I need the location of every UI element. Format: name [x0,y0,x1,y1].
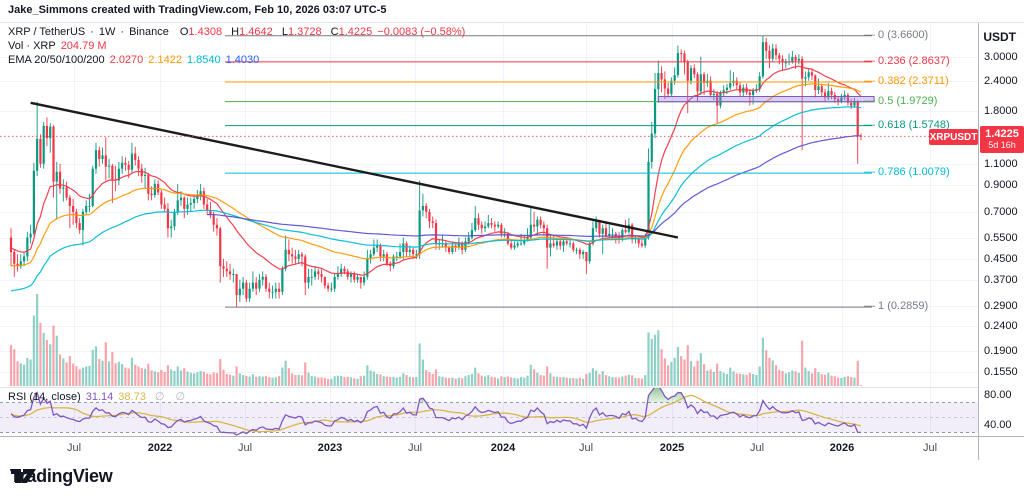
open-value: 1.4308 [188,26,223,38]
price-tick: 1.8000 [984,105,1018,118]
fib-level-label: — 1 (0.2859) [864,300,929,313]
time-tick: 2022 [147,442,173,454]
low-label: L [281,26,288,38]
symbol-badge-text: XRPUSDT [929,131,978,143]
high-label: H [231,26,240,38]
ema20-value: 2.0270 [109,54,144,66]
time-tick: 2025 [659,442,685,454]
tradingview-logo-icon [11,469,36,483]
price-tick: 0.2900 [984,299,1018,312]
price-tick: 1.1000 [984,157,1018,170]
time-tick: Jul [922,442,938,454]
price-tick: 0.9000 [984,179,1018,192]
rsi-ma-value: 38.73 [118,391,146,403]
rsi-tick: 80.00 [984,389,1012,401]
fib-level-label: — 0 (3.6600) [864,28,929,41]
time-tick: 2026 [829,442,855,454]
price-tick: 0.7000 [984,205,1018,218]
ema50-value: 2.1422 [148,54,182,66]
fib-level-label: — 0.5 (1.9729) [864,94,938,107]
fib-level-label: — 0.236 (2.8637) [864,54,950,67]
legend-row-ema[interactable]: EMA 20/50/100/200 2.0270 2.1422 1.8540 1… [8,54,259,66]
high-value: 1.4642 [239,26,273,38]
price-tick: 0.2400 [984,319,1018,332]
fib-level-label: — 0.382 (2.3711) [864,75,949,88]
last-price-badge: 1.4225 5d 16h [980,126,1024,153]
price-tick: 0.3700 [984,273,1018,286]
rsi-tick: 40.00 [984,419,1012,431]
tradingview-logo[interactable]: TradingView [10,466,113,487]
change-value: −0.0083 (−0.58%) [377,26,466,38]
price-tick: 0.1900 [984,344,1018,357]
ema200-value: 1.4030 [225,54,260,66]
legend-row-rsi[interactable]: RSI (14, close) 31.14 38.73 ∅ ∅ [8,390,189,403]
null-set-icon: ∅ ∅ [154,391,190,403]
symbol-price-label-badge: XRPUSDT [929,129,978,145]
ohlc-values: O1.4308 H1.4642 L1.3728 C1.4225 [174,26,372,38]
volume-label: Vol · XRP [8,40,56,52]
ema-label: EMA 20/50/100/200 [8,54,105,66]
time-tick: 2023 [317,442,343,454]
legend-separator: · [90,26,94,38]
time-tick: Jul [578,442,594,454]
exchange-label: Binance [129,26,169,38]
fib-level-label: — 0.618 (1.5748) [864,118,950,131]
rsi-label: RSI (14, close) [8,391,81,403]
price-tick: 2.4000 [984,74,1018,87]
price-axis-title: USDT [983,30,1016,44]
interval-label: 1W [98,26,116,38]
tradingview-logo-text: TradingView [10,466,113,486]
last-price-value: 1.4225 [985,127,1019,140]
time-tick: Jul [749,442,765,454]
legend-row-volume[interactable]: Vol · XRP 204.79 M [8,40,107,52]
time-tick: Jul [66,442,82,454]
volume-value: 204.79 M [60,40,107,52]
close-value: 1.4225 [338,26,373,38]
legend-separator: · [120,26,125,38]
attribution-text: Jake_Simmons created with TradingView.co… [8,4,387,16]
time-tick: Jul [237,442,253,454]
low-value: 1.3728 [287,26,322,38]
symbol-title: XRP / TetherUS [8,26,86,38]
time-tick: 2024 [490,442,516,454]
legend-row-symbol[interactable]: XRP / TetherUS · 1W · Binance O1.4308 H1… [8,26,465,38]
close-label: C [330,26,339,38]
price-tick: 0.1550 [984,366,1018,379]
ema100-value: 1.8540 [186,54,221,66]
fib-level-label: — 0.786 (1.0079) [864,166,950,179]
bar-countdown: 5d 16h [988,139,1016,150]
price-tick: 3.0000 [984,51,1018,63]
open-label: O [179,26,189,38]
price-tick: 0.5500 [984,231,1018,244]
time-tick: Jul [407,442,423,454]
price-tick: 0.4500 [984,252,1018,265]
rsi-value: 31.14 [85,391,114,403]
